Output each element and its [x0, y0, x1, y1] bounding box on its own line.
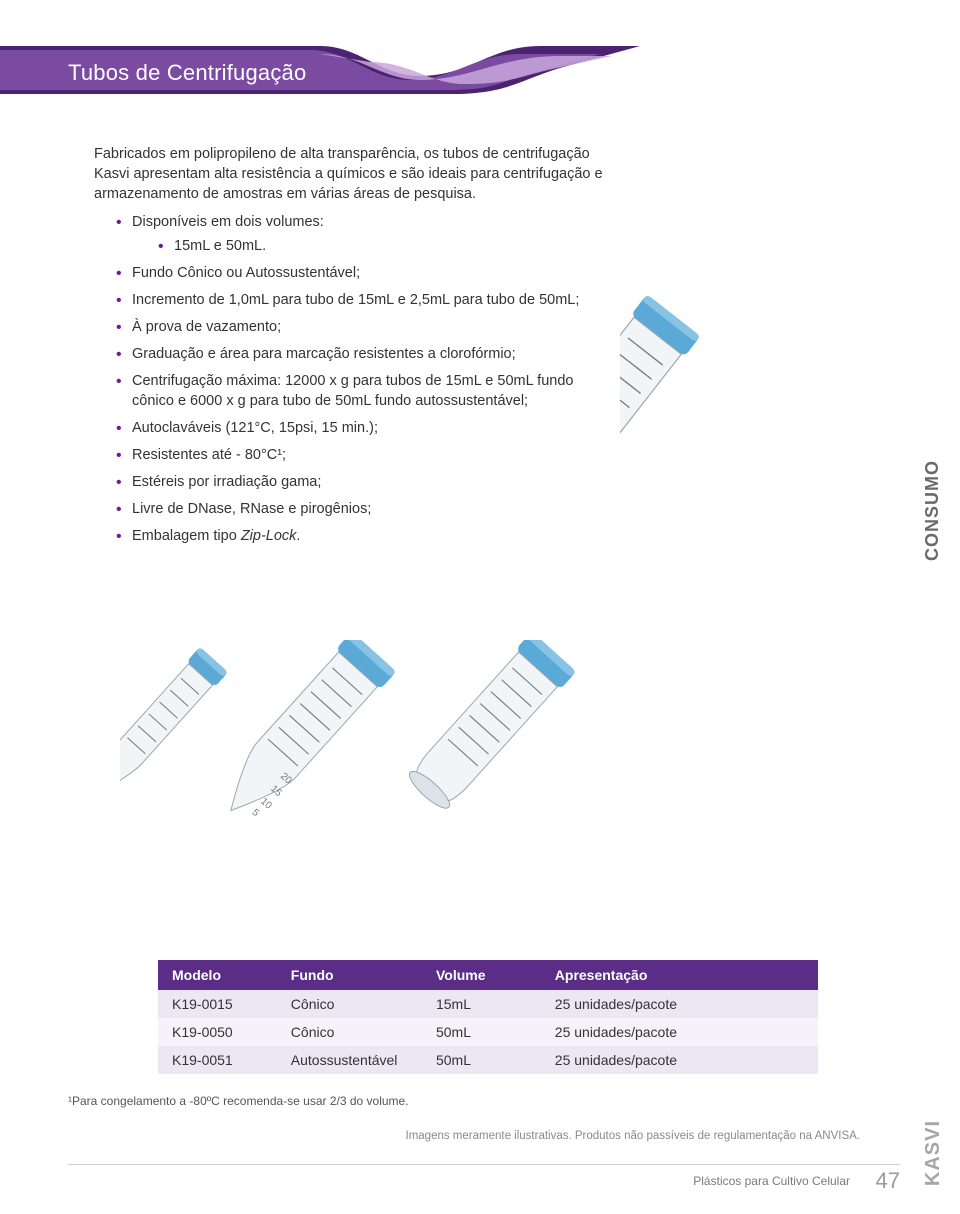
feature-item: Resistentes até - 80°C¹;: [118, 445, 614, 465]
header-ribbon: Tubos de Centrifugação: [0, 46, 960, 116]
table-row: K19-0050 Cônico 50mL 25 unidades/pacote: [158, 1018, 818, 1046]
content-column: Fabricados em polipropileno de alta tran…: [94, 144, 614, 546]
table-cell: 25 unidades/pacote: [541, 1046, 818, 1074]
table-header: Apresentação: [541, 960, 818, 990]
table-cell: 25 unidades/pacote: [541, 1018, 818, 1046]
feature-list: Disponíveis em dois volumes: 15mL e 50mL…: [118, 212, 614, 546]
intro-paragraph: Fabricados em polipropileno de alta tran…: [94, 144, 614, 204]
table-row: K19-0015 Cônico 15mL 25 unidades/pacote: [158, 990, 818, 1018]
table-cell: 15mL: [422, 990, 541, 1018]
footnote: ¹Para congelamento a -80ºC recomenda-se …: [68, 1094, 409, 1108]
footer-divider: [68, 1164, 900, 1165]
table-cell: K19-0050: [158, 1018, 277, 1046]
feature-item: Estéreis por irradiação gama;: [118, 472, 614, 492]
sidebar-label-kasvi: KASVI: [922, 1120, 945, 1186]
feature-item: Graduação e área para marcação resistent…: [118, 344, 614, 364]
table-cell: Cônico: [277, 1018, 422, 1046]
table-row: K19-0051 Autossustentável 50mL 25 unidad…: [158, 1046, 818, 1074]
svg-text:5: 5: [249, 807, 261, 819]
disclaimer: Imagens meramente ilustrativas. Produtos…: [406, 1130, 861, 1142]
page: Tubos de Centrifugação Fabricados em pol…: [0, 0, 960, 1214]
feature-item: Incremento de 1,0mL para tubo de 15mL e …: [118, 290, 614, 310]
table-header: Volume: [422, 960, 541, 990]
feature-volumes-sub: 15mL e 50mL.: [160, 236, 614, 256]
feature-volumes: Disponíveis em dois volumes: 15mL e 50mL…: [118, 212, 614, 256]
feature-text: Embalagem tipo Zip-Lock.: [132, 528, 300, 544]
sidebar-label-consumo: CONSUMO: [922, 460, 943, 561]
table-cell: 50mL: [422, 1018, 541, 1046]
feature-item: À prova de vazamento;: [118, 317, 614, 337]
table-header: Fundo: [277, 960, 422, 990]
feature-text: Resistentes até - 80°C¹;: [132, 447, 286, 463]
feature-volumes-label: Disponíveis em dois volumes:: [132, 214, 324, 230]
feature-item: Autoclaváveis (121°C, 15psi, 15 min.);: [118, 418, 614, 438]
table-cell: Autossustentável: [277, 1046, 422, 1074]
page-number: 47: [876, 1168, 900, 1194]
product-table: Modelo Fundo Volume Apresentação K19-001…: [158, 960, 818, 1074]
feature-item: Embalagem tipo Zip-Lock.: [118, 526, 614, 546]
feature-item: Fundo Cônico ou Autossustentável;: [118, 263, 614, 283]
footer-category: Plásticos para Cultivo Celular: [693, 1174, 850, 1188]
feature-item: Livre de DNase, RNase e pirogênios;: [118, 499, 614, 519]
table-cell: Cônico: [277, 990, 422, 1018]
table-header-row: Modelo Fundo Volume Apresentação: [158, 960, 818, 990]
tube-illustration-mid: 20 15 10 5: [120, 640, 720, 900]
table-cell: 25 unidades/pacote: [541, 990, 818, 1018]
page-title: Tubos de Centrifugação: [68, 60, 306, 86]
table-cell: K19-0051: [158, 1046, 277, 1074]
table-cell: 50mL: [422, 1046, 541, 1074]
table-cell: K19-0015: [158, 990, 277, 1018]
table-header: Modelo: [158, 960, 277, 990]
tube-illustration-top: 15 10 5: [620, 290, 960, 630]
feature-item: Centrifugação máxima: 12000 x g para tub…: [118, 371, 614, 411]
